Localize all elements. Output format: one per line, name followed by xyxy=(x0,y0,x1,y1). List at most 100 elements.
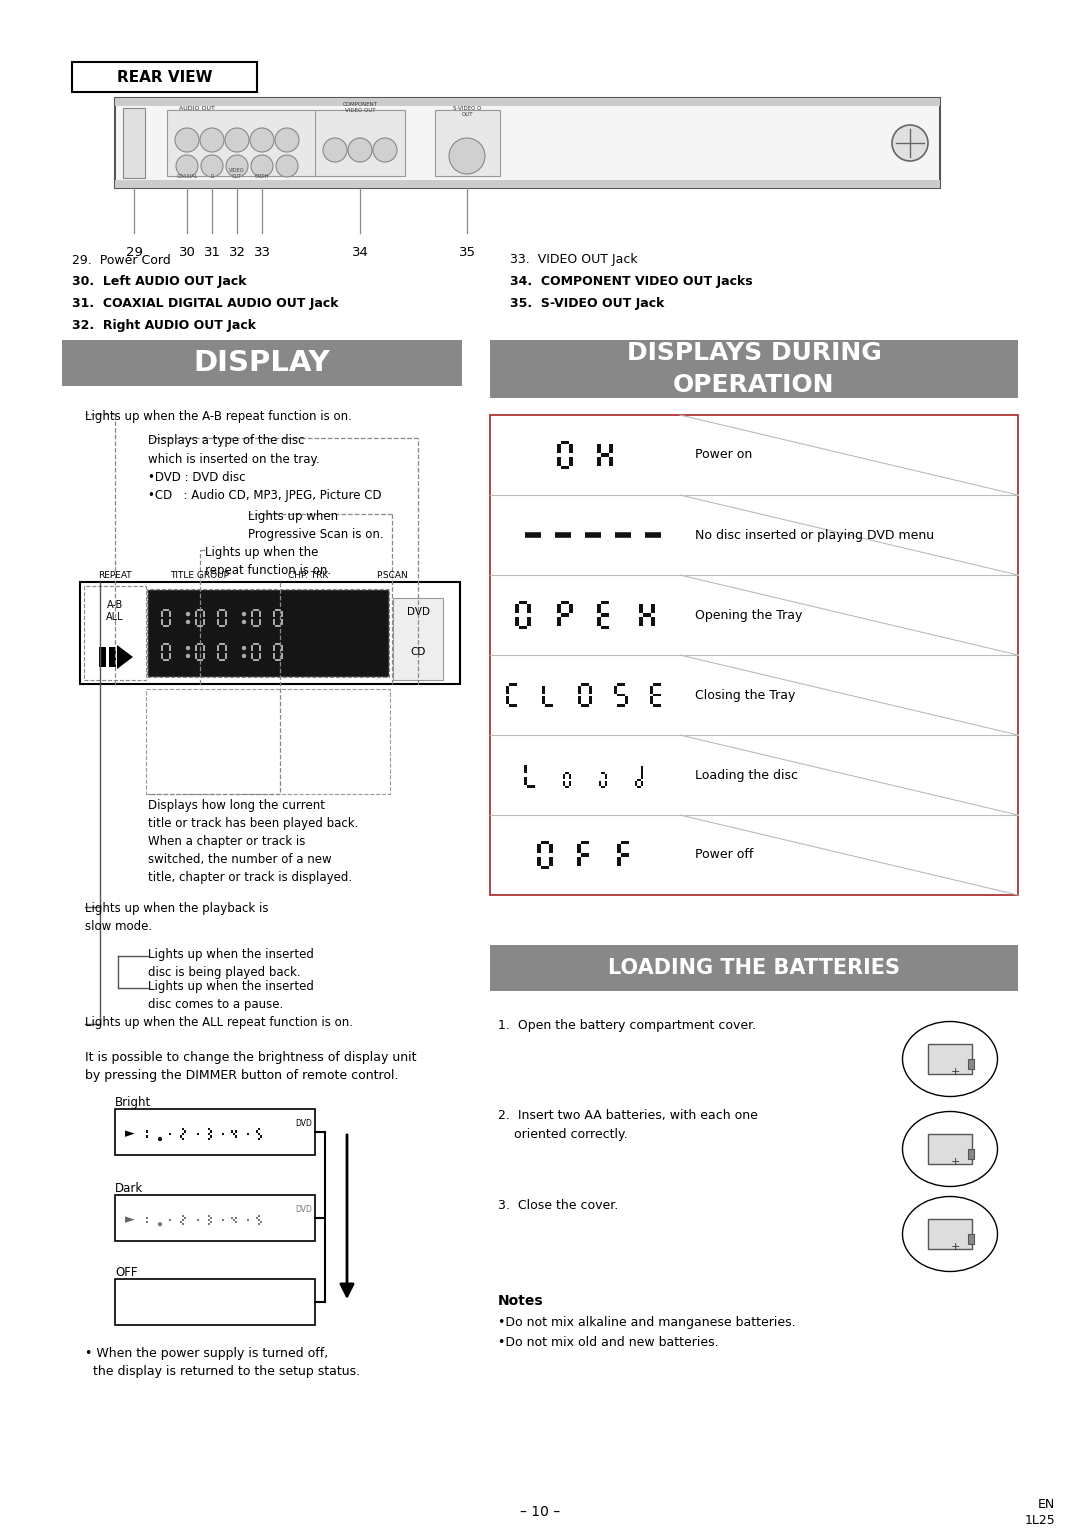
Circle shape xyxy=(243,613,245,616)
Bar xyxy=(225,611,227,617)
Bar xyxy=(146,1135,148,1138)
Bar xyxy=(597,457,600,466)
Circle shape xyxy=(201,154,222,177)
Bar xyxy=(581,683,589,686)
Bar xyxy=(569,775,571,779)
Bar xyxy=(168,645,171,651)
Bar xyxy=(146,1221,148,1222)
Bar xyxy=(168,1132,172,1135)
Bar xyxy=(518,625,527,630)
Bar xyxy=(653,683,661,686)
Bar xyxy=(148,590,388,675)
Text: 29: 29 xyxy=(125,246,143,260)
Bar xyxy=(609,605,612,613)
Text: ►: ► xyxy=(125,1128,135,1140)
Text: DVD: DVD xyxy=(295,1118,312,1128)
Bar xyxy=(600,613,609,617)
Bar xyxy=(233,1219,234,1221)
Bar xyxy=(605,775,607,779)
Bar xyxy=(550,857,553,866)
Bar xyxy=(609,617,612,625)
Bar xyxy=(207,1132,211,1135)
Bar xyxy=(235,1131,238,1132)
Bar xyxy=(184,1216,186,1219)
Bar xyxy=(219,643,225,645)
Bar xyxy=(589,686,592,694)
Bar xyxy=(168,611,171,617)
Bar xyxy=(563,781,565,785)
Text: 32: 32 xyxy=(229,246,245,260)
Text: 30: 30 xyxy=(178,246,195,260)
Bar xyxy=(161,611,163,617)
Circle shape xyxy=(176,154,198,177)
Bar xyxy=(597,617,600,625)
Bar xyxy=(636,779,642,781)
Bar xyxy=(609,457,612,466)
Text: – 10 –: – 10 – xyxy=(519,1505,561,1519)
Text: COAXIAL: COAXIAL xyxy=(176,174,198,179)
Bar xyxy=(507,686,510,694)
Bar xyxy=(163,610,168,611)
Bar xyxy=(183,1219,184,1221)
Bar xyxy=(609,605,612,613)
Bar xyxy=(565,773,569,775)
Bar xyxy=(565,785,569,787)
Text: 33: 33 xyxy=(254,246,270,260)
Text: Closing the Tray: Closing the Tray xyxy=(696,689,795,701)
Bar xyxy=(527,617,530,625)
Text: CD: CD xyxy=(410,646,426,657)
Bar xyxy=(928,1134,972,1164)
Bar xyxy=(510,683,516,686)
Bar xyxy=(275,625,281,626)
Bar xyxy=(207,1138,211,1140)
Bar xyxy=(217,611,219,617)
Circle shape xyxy=(373,138,397,162)
Bar xyxy=(275,659,281,662)
Text: Displays how long the current
title or track has been played back.
When a chapte: Displays how long the current title or t… xyxy=(148,799,359,885)
Text: •Do not mix old and new batteries.: •Do not mix old and new batteries. xyxy=(498,1335,718,1349)
Bar xyxy=(168,619,171,625)
Text: Lights up when the inserted
disc is being played back.: Lights up when the inserted disc is bein… xyxy=(148,947,314,979)
Bar xyxy=(260,1221,261,1222)
Bar xyxy=(650,686,653,694)
Text: 31: 31 xyxy=(203,246,220,260)
Bar xyxy=(114,180,940,188)
Text: Lights up when the A-B repeat function is on.: Lights up when the A-B repeat function i… xyxy=(85,410,352,423)
Bar xyxy=(579,697,581,704)
Text: EN
1L25: EN 1L25 xyxy=(1024,1497,1055,1526)
Bar xyxy=(650,697,653,704)
Bar xyxy=(259,652,261,659)
Circle shape xyxy=(187,620,189,623)
Bar xyxy=(569,445,572,454)
Bar xyxy=(258,1222,260,1225)
Bar xyxy=(253,659,259,662)
Bar xyxy=(258,1215,260,1216)
Bar xyxy=(208,1222,210,1225)
Ellipse shape xyxy=(903,1196,998,1271)
Bar xyxy=(163,659,168,662)
Bar xyxy=(210,1221,212,1222)
Bar xyxy=(181,1128,185,1131)
Bar xyxy=(259,619,261,625)
Bar xyxy=(561,601,569,605)
Text: 3.  Close the cover.: 3. Close the cover. xyxy=(498,1199,618,1212)
Text: A-B: A-B xyxy=(107,601,123,610)
Bar xyxy=(621,840,630,845)
Bar xyxy=(639,605,643,613)
Bar xyxy=(99,646,106,668)
Bar xyxy=(928,1219,972,1248)
Bar xyxy=(435,110,500,176)
Bar xyxy=(225,652,227,659)
Bar xyxy=(561,466,569,469)
Bar xyxy=(569,781,571,785)
Circle shape xyxy=(187,646,189,649)
Bar xyxy=(179,1135,181,1138)
Text: Loading the disc: Loading the disc xyxy=(696,769,798,781)
Circle shape xyxy=(243,646,245,649)
Bar xyxy=(598,775,600,779)
Bar xyxy=(258,1132,260,1135)
Bar xyxy=(557,617,561,625)
Text: +: + xyxy=(950,1242,960,1251)
Circle shape xyxy=(225,128,249,151)
Bar xyxy=(542,686,545,694)
